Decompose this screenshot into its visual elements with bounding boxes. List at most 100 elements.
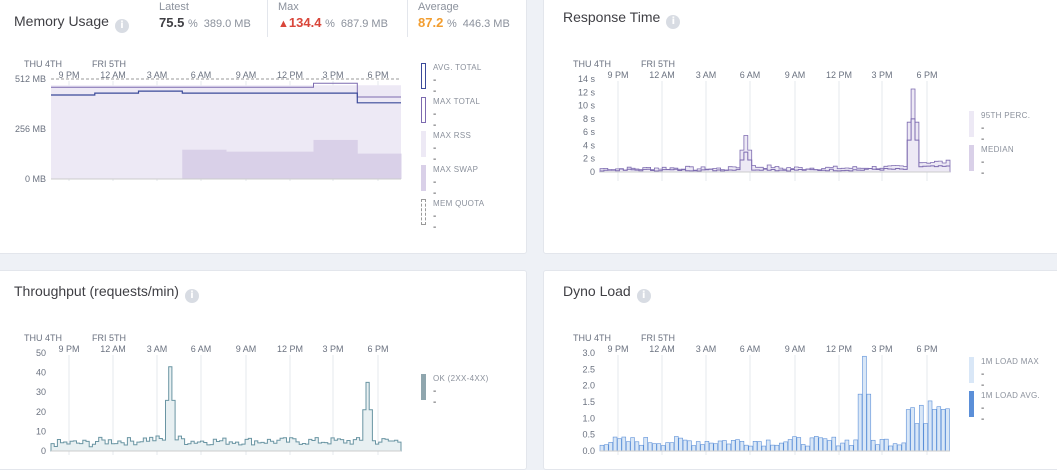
hour-tick-label: 9 AM (236, 70, 257, 80)
info-icon[interactable]: i (636, 289, 651, 303)
day-tick-label: THU 4TH (24, 59, 62, 69)
load-bar (879, 439, 885, 452)
y-tick-label: 0 MB (25, 174, 46, 184)
y-tick-label: 8 s (583, 114, 596, 124)
hour-tick-label: 3 PM (871, 70, 892, 80)
load-bar (831, 436, 837, 452)
info-icon[interactable]: i (184, 289, 199, 303)
y-tick-label: 50 (36, 348, 46, 358)
hour-tick-label: 12 PM (826, 70, 852, 80)
load-bar (630, 437, 635, 452)
load-bar (814, 436, 819, 452)
y-tick-label: 0 (41, 446, 46, 456)
day-tick-label: THU 4TH (24, 333, 62, 343)
latest-label: Latest (159, 1, 189, 13)
legend-swatch (969, 391, 974, 417)
legend-swatch (421, 374, 426, 400)
legend-swatch (421, 131, 426, 157)
hour-tick-label: 9 AM (785, 70, 806, 80)
load-bar (818, 437, 823, 452)
y-tick-label: 4 s (583, 140, 596, 150)
max-swap-bar (269, 151, 314, 179)
dyno-title: Dyno Load (563, 283, 631, 299)
hour-tick-label: 9 PM (58, 344, 79, 354)
latest-pct: 75.5 (159, 15, 185, 30)
hour-tick-label: 9 PM (607, 70, 628, 80)
load-bar (792, 436, 797, 452)
hour-tick-label: 6 AM (740, 70, 761, 80)
load-bar (700, 444, 705, 452)
legend-value: -- (433, 75, 437, 97)
load-bar (892, 443, 898, 452)
y-tick-label: 2 s (583, 154, 596, 164)
y-tick-label: 12 s (578, 87, 596, 97)
throughput-panel: Throughput (requests/min) i THU 4TH FRI 5T… (0, 270, 527, 470)
load-bar (704, 441, 710, 452)
hour-tick-label: 12 AM (649, 344, 675, 354)
load-bar (757, 441, 762, 452)
info-icon[interactable]: i (114, 19, 129, 33)
load-bar (800, 444, 806, 452)
legend-swatch (421, 63, 426, 89)
max-label: Max (278, 1, 299, 13)
load-bar (599, 444, 605, 452)
load-bar (612, 436, 618, 452)
warning-icon: ▲ (278, 18, 289, 30)
load-bar (901, 442, 907, 452)
pct-sign: % (325, 18, 335, 30)
load-bar (914, 423, 920, 452)
load-bar (617, 438, 622, 452)
response-time-chart[interactable]: THU 4TH FRI 5TH 9 PM 12 AM 3 AM 6 AM 9 AM 12 PM… (550, 51, 970, 201)
legend-value: -- (981, 123, 985, 145)
avg-total-line (51, 90, 401, 104)
load-bar (643, 437, 648, 452)
legend-swatch (421, 199, 426, 225)
legend-label: OK (2XX-4XX) (433, 374, 489, 383)
load-bar (884, 438, 889, 452)
load-bar (866, 393, 872, 452)
memory-usage-panel: Memory Usage i Latest 75.5 % 389.0 MB Max … (0, 0, 527, 254)
hour-tick-label: 3 AM (696, 344, 717, 354)
hour-tick-label: 3 PM (322, 70, 343, 80)
load-bar (691, 445, 697, 452)
y-tick-label: 256 MB (15, 124, 46, 134)
legend-label: 1M LOAD AVG. (981, 391, 1041, 400)
hour-tick-label: 12 AM (100, 70, 126, 80)
day-tick-label: FRI 5TH (641, 333, 675, 343)
dyno-load-chart[interactable]: THU 4TH FRI 5TH 9 PM 12 AM 3 AM 6 AM 9 AM 12 PM… (550, 325, 970, 465)
throughput-chart[interactable]: THU 4TH FRI 5TH 9 PM 12 AM 3 AM 6 AM 9 AM 12 PM… (1, 325, 421, 465)
y-tick-label: 10 (36, 426, 46, 436)
load-bar (862, 355, 867, 452)
average-stat: Average 87.2 % 446.3 MB (418, 1, 510, 30)
y-tick-label: 14 s (578, 74, 596, 84)
hour-tick-label: 6 AM (740, 344, 761, 354)
load-bar (660, 445, 666, 452)
max-swap-bar (226, 151, 271, 179)
y-tick-label: 10 s (578, 101, 596, 111)
load-bar (608, 442, 613, 452)
legend-swatch (969, 357, 974, 383)
load-bar (695, 441, 701, 452)
load-bar (840, 442, 845, 452)
info-icon[interactable]: i (666, 15, 681, 29)
y-tick-label: 0.5 (582, 430, 595, 440)
load-bar (940, 409, 946, 452)
legend-value: -- (433, 109, 437, 131)
response-time-panel: Response Time i THU 4TH FRI 5TH 9 PM 12 AM 3 … (543, 0, 1057, 254)
load-bar (779, 442, 784, 452)
load-bar (748, 445, 753, 452)
load-bar (809, 437, 815, 452)
legend-value: -- (981, 369, 985, 391)
load-bar (678, 437, 683, 452)
load-bar (849, 445, 854, 452)
y-tick-label: 2.0 (582, 381, 595, 391)
memory-chart[interactable]: THU 4TH FRI 5TH 9 PM 12 AM 3 AM 6 AM 9 AM 12 PM… (1, 51, 421, 201)
dyno-title-wrap: Dyno Load i (563, 283, 651, 303)
hour-tick-label: 6 PM (916, 70, 937, 80)
load-bar (844, 439, 850, 452)
load-bar (735, 439, 740, 452)
legend-value: -- (981, 157, 985, 179)
legend-swatch (421, 97, 426, 123)
average-pct: 87.2 (418, 15, 444, 30)
y-tick-label: 2.5 (582, 364, 595, 374)
